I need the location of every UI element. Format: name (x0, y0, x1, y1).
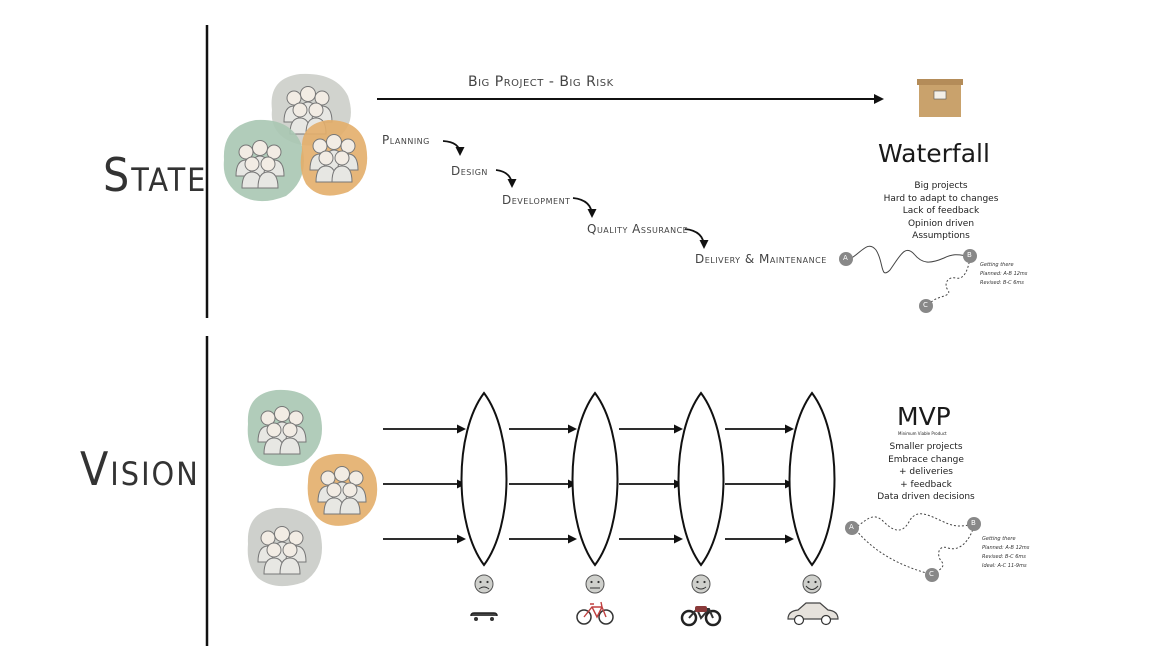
iteration-lens (571, 391, 619, 567)
mvp-note-line: Ideal: A-C 11-9ms (982, 563, 1027, 569)
vision-title: Vision (80, 442, 200, 496)
mvp-title: MVP (897, 402, 951, 431)
vision-team-gray (247, 507, 322, 587)
mvp-list: Smaller projects Embrace change + delive… (851, 441, 1001, 504)
waterfall-point-c: C (923, 301, 928, 309)
waterfall-note-line: Planned: A-B 12ms (980, 271, 1028, 277)
iteration-flow (383, 391, 839, 627)
iteration-lens (788, 391, 836, 567)
waterfall-item: Opinion driven (907, 218, 975, 229)
mvp-item: + deliveries (899, 467, 953, 477)
mvp-note-line: Planned: A-B 12ms (982, 545, 1030, 551)
vision-team-orange (307, 453, 378, 526)
skateboard-icon (470, 612, 498, 621)
waterfall-note-line: Revised: B-C 6ms (980, 280, 1024, 286)
state-title: State (103, 148, 208, 202)
step-quality-assurance: Quality Assurance (587, 222, 689, 236)
cascade-arrows (442, 140, 709, 249)
car-icon (787, 602, 839, 626)
team-orange-group (300, 120, 368, 196)
waterfall-path (839, 245, 977, 313)
mvp-note-line: Revised: B-C 6ms (982, 554, 1026, 560)
mvp-item: + feedback (900, 479, 952, 490)
waterfall-note: Getting there Planned: A-B 12ms Revised:… (980, 261, 1027, 288)
waterfall-item: Hard to adapt to changes (883, 193, 999, 204)
waterfall-point-a: A (843, 254, 848, 262)
waterfall-note-line: Getting there (980, 262, 1014, 268)
step-planning: Planning (382, 133, 430, 147)
waterfall-item: Lack of feedback (902, 206, 980, 216)
mvp-subtitle: Minimum Viable Product (898, 431, 947, 436)
step-delivery-maintenance: Delivery & Maintenance (695, 252, 827, 266)
mvp-note-line: Getting there (982, 536, 1016, 542)
step-development: Development (502, 193, 571, 207)
box-icon (917, 79, 963, 117)
iteration-lens (677, 391, 725, 567)
step-design: Design (451, 164, 488, 178)
team-green-group (223, 119, 304, 202)
waterfall-point-b: B (967, 251, 972, 259)
waterfall-item: Big projects (914, 181, 968, 191)
sad-face-icon (474, 574, 494, 594)
mvp-item: Embrace change (888, 454, 964, 465)
mvp-point-a: A (849, 523, 854, 531)
vision-team-green (247, 389, 322, 467)
mvp-item: Smaller projects (889, 442, 963, 452)
happy-face-icon (802, 574, 822, 594)
neutral-face-icon (585, 574, 605, 594)
waterfall-list: Big projects Hard to adapt to changes La… (866, 180, 1016, 243)
mvp-path (845, 513, 981, 582)
iteration-lens (460, 391, 508, 567)
mvp-note: Getting there Planned: A-B 12ms Revised:… (982, 535, 1029, 571)
smile-face-icon (691, 574, 711, 594)
waterfall-item: Assumptions (912, 231, 970, 241)
waterfall-title: Waterfall (878, 139, 990, 168)
mvp-item: Data driven decisions (877, 492, 975, 502)
mvp-point-b: B (971, 519, 976, 527)
big-project-label: Big Project - Big Risk (468, 74, 614, 90)
mvp-point-c: C (929, 570, 934, 578)
bicycle-icon (576, 601, 614, 625)
motorcycle-icon (680, 606, 722, 627)
